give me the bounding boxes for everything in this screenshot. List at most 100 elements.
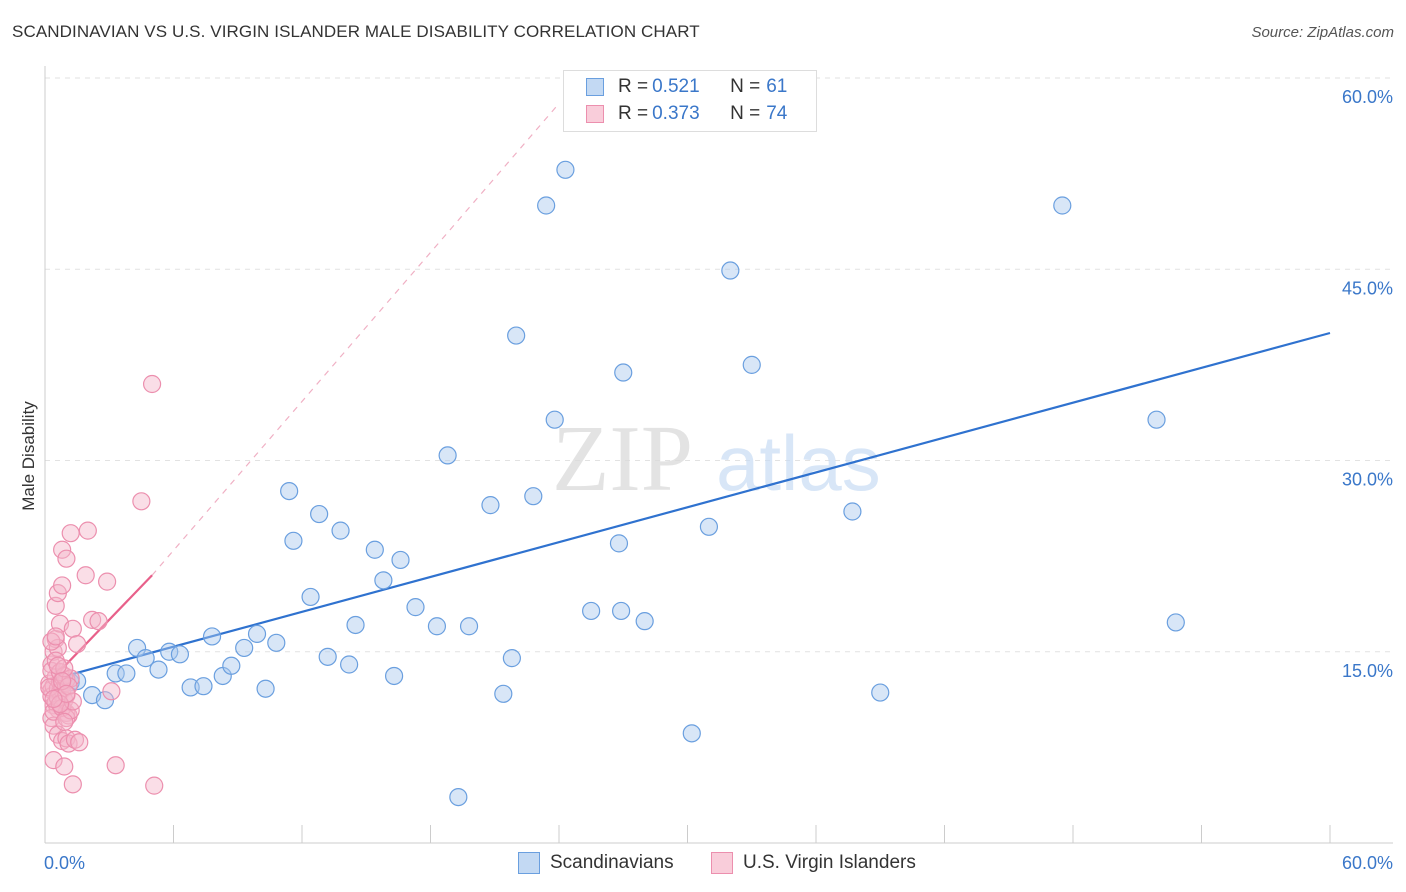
point-scandinavian <box>202 627 222 646</box>
point-virgin-islander <box>53 576 72 595</box>
watermark-zip: ZIP <box>552 407 693 511</box>
point-virgin-islander <box>78 521 97 540</box>
series-legend: Scandinavians U.S. Virgin Islanders <box>0 850 1406 878</box>
point-scandinavian <box>284 531 303 550</box>
point-scandinavian <box>507 326 526 345</box>
point-virgin-islander <box>68 634 87 654</box>
point-scandinavian <box>106 664 125 683</box>
n-label: N = <box>730 103 761 124</box>
point-scandinavian <box>170 645 190 664</box>
point-virgin-islander <box>70 733 89 752</box>
point-virgin-islander <box>44 751 63 770</box>
point-virgin-islander <box>106 756 125 775</box>
legend-item-virgin-islanders[interactable]: U.S. Virgin Islanders <box>711 852 916 874</box>
point-virgin-islander <box>142 374 162 394</box>
point-scandinavian <box>449 787 468 807</box>
legend-swatch-virgin-islanders <box>586 105 604 123</box>
point-scandinavian <box>374 571 393 590</box>
point-scandinavian <box>524 487 543 506</box>
point-virgin-islander <box>76 566 95 585</box>
point-scandinavian <box>95 691 115 710</box>
point-virgin-islander <box>102 682 121 701</box>
point-virgin-islander <box>89 612 108 631</box>
point-scandinavian <box>494 684 513 703</box>
y-tick-label: 15.0% <box>1342 661 1393 681</box>
point-virgin-islander <box>61 524 80 543</box>
point-scandinavian <box>365 540 384 559</box>
n-label: N = <box>730 76 761 97</box>
r-value: 0.373 <box>652 103 700 124</box>
r-value: 0.521 <box>652 76 700 97</box>
point-scandinavian <box>721 261 740 280</box>
point-scandinavian <box>136 649 155 668</box>
point-scandinavian <box>699 517 719 536</box>
point-virgin-islander <box>44 689 63 709</box>
point-scandinavian <box>301 587 320 607</box>
legend-label: U.S. Virgin Islanders <box>743 852 916 873</box>
point-scandinavian <box>614 363 633 382</box>
n-value: 61 <box>766 76 788 97</box>
point-scandinavian <box>117 664 136 683</box>
point-scandinavian <box>635 612 654 631</box>
trend-lines <box>50 103 1331 681</box>
trend-line-scandinavians <box>51 331 1331 681</box>
point-scandinavian <box>682 724 701 743</box>
legend-swatch-virgin-islanders <box>711 852 733 874</box>
point-scandinavian <box>438 446 457 465</box>
gridlines <box>45 77 1393 653</box>
point-scandinavian <box>502 649 521 668</box>
r-label: R = <box>618 76 649 97</box>
point-scandinavian <box>481 496 500 515</box>
point-scandinavian <box>843 502 862 521</box>
point-scandinavian <box>1166 613 1185 632</box>
point-virgin-islander <box>98 572 117 591</box>
point-scandinavian <box>609 534 629 553</box>
legend-label: Scandinavians <box>550 852 674 873</box>
data-points <box>40 160 1185 807</box>
point-scandinavian <box>556 160 575 179</box>
tick-labels: 15.0% 30.0% 45.0% 60.0% 0.0% 60.0% <box>44 87 1393 873</box>
point-scandinavian <box>318 647 337 666</box>
legend-item-scandinavians[interactable]: Scandinavians <box>518 852 674 874</box>
point-virgin-islander <box>55 712 74 731</box>
point-scandinavian <box>391 550 410 570</box>
point-virgin-islander <box>55 757 74 776</box>
point-scandinavian <box>149 660 168 679</box>
point-virgin-islander <box>145 776 164 795</box>
point-virgin-islander <box>46 627 65 646</box>
y-axis-label: Male Disability <box>19 401 38 511</box>
point-scandinavian <box>256 679 275 698</box>
point-virgin-islander <box>132 492 151 511</box>
x-tick-label: 0.0% <box>44 853 85 873</box>
correlation-legend: R = 0.521 N = 61 R = 0.373 N = 74 <box>563 70 817 132</box>
legend-swatch-scandinavians <box>518 852 540 874</box>
point-virgin-islander <box>83 610 102 629</box>
point-scandinavian <box>384 666 404 686</box>
point-scandinavian <box>742 355 761 374</box>
point-virgin-islander <box>57 549 76 568</box>
point-scandinavian <box>280 482 299 501</box>
legend-row-scandinavians: R = 0.521 N = 61 <box>586 75 787 99</box>
r-label: R = <box>618 103 649 124</box>
point-virgin-islander <box>53 540 72 559</box>
y-tick-label: 45.0% <box>1342 278 1393 298</box>
point-scandinavian <box>582 601 601 621</box>
legend-row-virgin-islanders: R = 0.373 N = 74 <box>586 102 787 126</box>
point-scandinavian <box>267 633 286 652</box>
point-virgin-islander <box>63 775 82 794</box>
point-virgin-islander <box>48 656 67 675</box>
legend-swatch-scandinavians <box>586 78 604 96</box>
point-scandinavian <box>537 196 556 215</box>
point-scandinavian <box>459 617 479 636</box>
source-label: Source: ZipAtlas.com <box>1251 24 1394 41</box>
x-tick-label: 60.0% <box>1342 853 1393 873</box>
point-scandinavian <box>1147 410 1166 429</box>
point-scandinavian <box>310 504 329 524</box>
point-scandinavian <box>181 678 200 697</box>
point-scandinavian <box>331 521 350 540</box>
point-scandinavian <box>427 617 447 636</box>
point-scandinavian <box>346 615 365 635</box>
point-scandinavian <box>1053 196 1072 215</box>
point-scandinavian <box>247 624 267 644</box>
